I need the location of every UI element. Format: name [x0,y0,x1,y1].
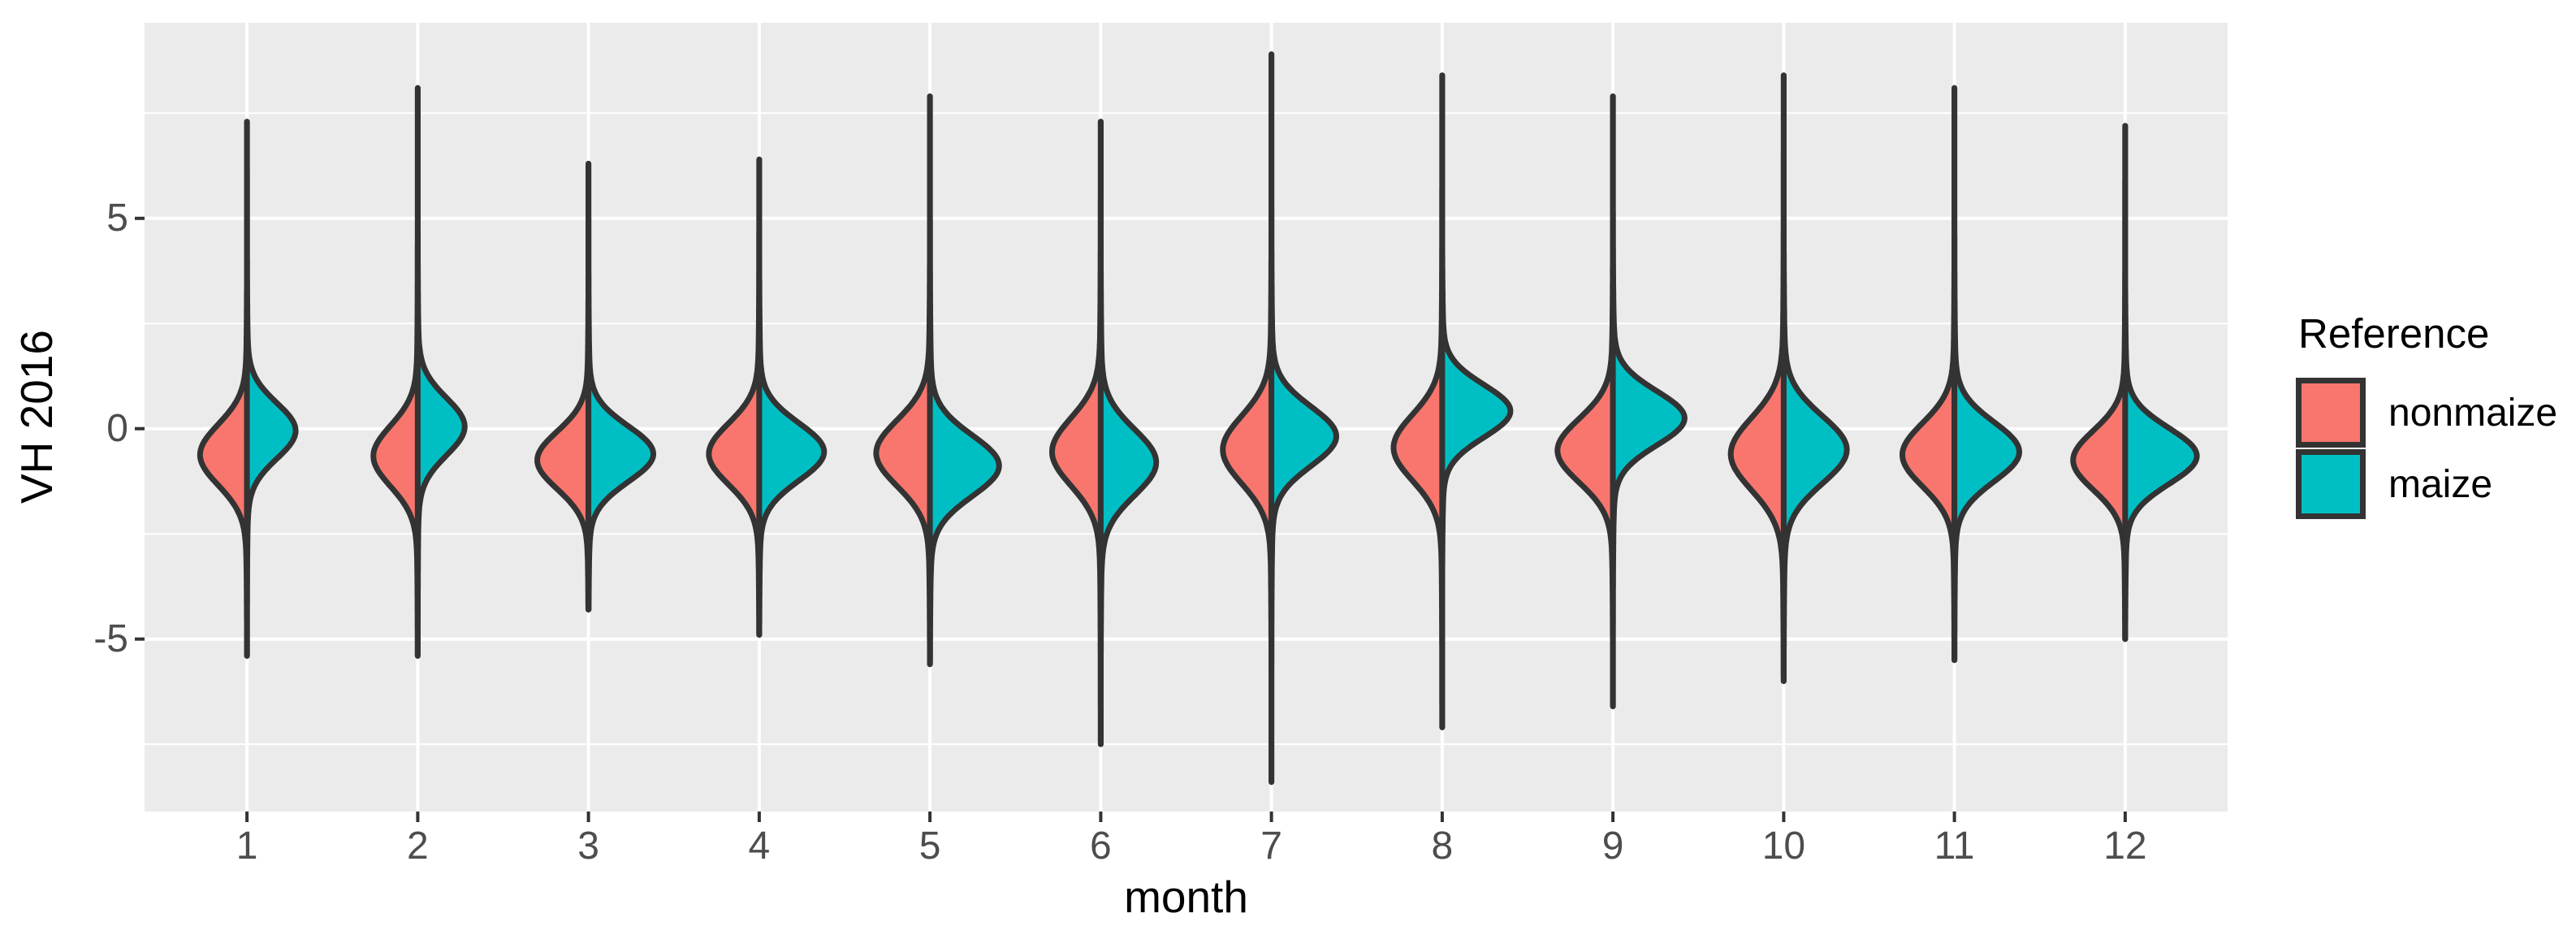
violin-maize-month-9 [1610,93,1688,709]
violin-maize-month-11 [1951,84,2022,664]
x-tick-label: 1 [236,825,258,868]
legend-entry-label: maize [2388,462,2493,506]
violin-maize-month-4 [756,156,828,638]
legend-title: Reference [2298,310,2490,357]
y-axis-title: VH 2016 [11,329,62,504]
legend-key-swatch [2296,449,2366,519]
legend-entry: maize [2296,449,2576,519]
x-tick-label: 4 [748,825,771,868]
violin-maize-month-8 [1439,72,1514,730]
violin-maize-month-2 [414,84,468,659]
legend-key-swatch [2296,378,2366,448]
legend-entries: nonmaize maize [2296,378,2576,519]
legend-entry: nonmaize [2296,378,2576,448]
x-tick-label: 12 [2103,825,2147,868]
x-tick-label: 7 [1260,825,1282,868]
legend-entry-label: nonmaize [2388,391,2558,435]
x-tick-label: 11 [1934,825,1975,868]
x-tick-label: 8 [1431,825,1454,868]
x-tick-label: 6 [1090,825,1112,868]
violin-maize-month-3 [586,161,656,613]
x-tick-label: 5 [918,825,941,868]
y-tick-label: 5 [106,196,128,240]
y-tick-label: -5 [93,617,128,660]
x-axis-title: month [1124,872,1248,922]
violin-maize-month-1 [244,119,299,659]
x-tick-label: 10 [1761,825,1806,868]
y-tick-label: 0 [106,406,128,450]
violin-maize-month-7 [1269,51,1339,786]
x-tick-label: 9 [1601,825,1624,868]
plot-panel [145,23,2228,812]
x-tick-label: 2 [407,825,429,868]
violin-maize-month-10 [1780,72,1850,684]
violin-maize-month-5 [927,93,1002,668]
legend: Reference nonmaize maize [2274,310,2576,521]
violin-maize-month-12 [2122,123,2200,643]
violin-maize-month-6 [1097,119,1160,747]
x-tick-label: 3 [577,825,599,868]
